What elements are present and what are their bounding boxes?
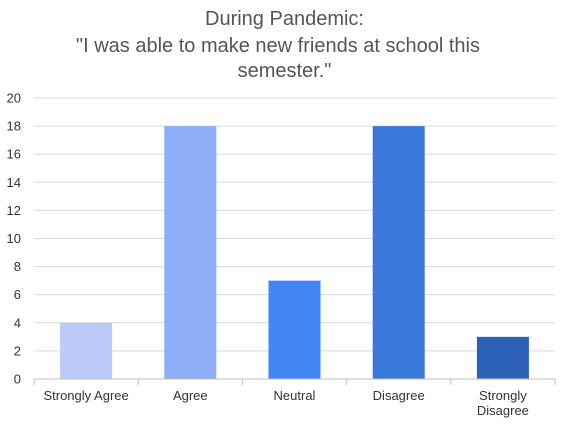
y-tick-label: 20	[7, 91, 21, 106]
y-tick-label: 4	[14, 315, 21, 330]
x-axis-category-labels: Strongly Agree Agree Neutral Disagree Strong…	[43, 388, 528, 418]
y-tick-label: 12	[7, 203, 21, 218]
y-tick-label: 14	[7, 175, 21, 190]
y-tick-label: 2	[14, 343, 21, 358]
y-tick-label: 0	[14, 372, 21, 387]
y-tick-label: 16	[7, 147, 21, 162]
bar	[164, 126, 217, 379]
x-category-label: Strongly Disagree	[477, 388, 529, 418]
y-tick-label: 18	[7, 119, 21, 134]
y-tick-label: 8	[14, 259, 21, 274]
x-category-label: Disagree	[373, 388, 425, 403]
chart-title-line-3: semester."	[237, 60, 332, 82]
bar	[60, 322, 113, 379]
chart-title-line-1: During Pandemic:	[205, 8, 364, 30]
y-tick-label: 6	[14, 287, 21, 302]
bar	[268, 280, 321, 379]
bar	[476, 336, 529, 379]
bar	[372, 126, 425, 379]
x-category-label: Strongly Agree	[43, 388, 128, 403]
x-category-label: Agree	[173, 388, 208, 403]
x-axis	[33, 378, 556, 385]
chart-title-line-2: "I was able to make new friends at schoo…	[76, 35, 480, 57]
y-tick-label: 10	[7, 231, 21, 246]
x-category-label: Neutral	[274, 388, 316, 403]
bars	[60, 126, 529, 379]
y-axis-tick-labels: 0 2 4 6 8 10 12 14 16 18 20	[7, 91, 21, 387]
